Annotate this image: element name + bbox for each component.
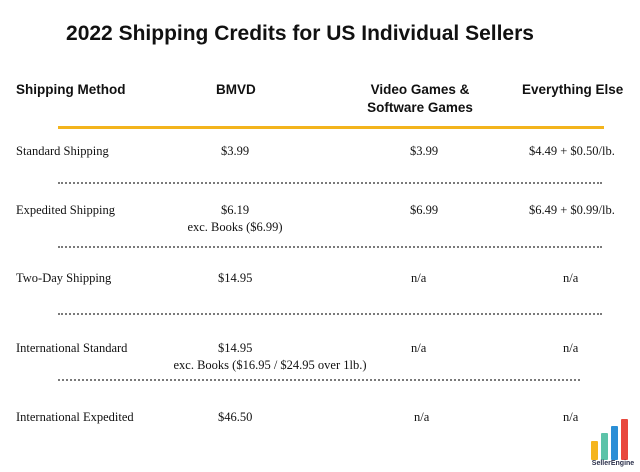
column-header-video-games: Video Games & Software Games [362, 81, 478, 117]
row-twoday-method: Two-Day Shipping [16, 271, 112, 285]
row-intl-expedited-bmvd: $46.50 [218, 410, 253, 424]
sellerengine-logo-text: SellerEngine [591, 460, 635, 467]
logo-bar-4 [621, 419, 628, 460]
row-standard-else: $4.49 + $0.50/lb. [529, 144, 615, 158]
header-divider [58, 126, 604, 129]
row-expedited-bmvd: $6.19 exc. Books ($6.99) [140, 202, 330, 236]
row-expedited-bmvd-note: exc. Books ($6.99) [187, 220, 283, 234]
row-divider [58, 379, 580, 381]
row-intl-expedited-method: International Expedited [16, 410, 134, 424]
column-header-bmvd: BMVD [216, 82, 256, 97]
row-intl-standard-bmvd: $14.95 exc. Books ($16.95 / $24.95 over … [150, 340, 390, 374]
row-expedited-method: Expedited Shipping [16, 203, 115, 217]
row-twoday-bmvd: $14.95 [218, 271, 253, 285]
page-title: 2022 Shipping Credits for US Individual … [66, 22, 534, 45]
column-header-video-line2: Software Games [367, 100, 473, 115]
row-divider [58, 246, 602, 248]
row-intl-standard-else: n/a [563, 341, 579, 355]
row-standard-video: $3.99 [410, 144, 439, 158]
row-intl-standard-bmvd-note: exc. Books ($16.95 / $24.95 over 1lb.) [173, 358, 367, 372]
logo-bar-1 [591, 441, 598, 460]
row-standard-bmvd: $3.99 [221, 144, 250, 158]
row-intl-standard-bmvd-value: $14.95 [218, 341, 253, 355]
row-intl-standard-video: n/a [411, 341, 427, 355]
row-divider [58, 313, 602, 315]
logo-bar-3 [611, 426, 618, 460]
row-intl-expedited-video: n/a [414, 410, 430, 424]
row-intl-standard-method: International Standard [16, 341, 128, 355]
row-expedited-video: $6.99 [410, 203, 439, 217]
row-expedited-bmvd-value: $6.19 [220, 203, 250, 217]
row-twoday-else: n/a [563, 271, 579, 285]
row-twoday-video: n/a [411, 271, 427, 285]
logo-bar-2 [601, 433, 608, 460]
column-header-everything-else: Everything Else [522, 82, 624, 97]
sellerengine-logo-icon [591, 419, 628, 460]
column-header-video-line1: Video Games & [370, 82, 470, 97]
row-expedited-else: $6.49 + $0.99/lb. [529, 203, 615, 217]
row-standard-method: Standard Shipping [16, 144, 109, 158]
column-header-shipping-method: Shipping Method [16, 82, 126, 97]
row-intl-expedited-else: n/a [563, 410, 579, 424]
row-divider [58, 182, 602, 184]
